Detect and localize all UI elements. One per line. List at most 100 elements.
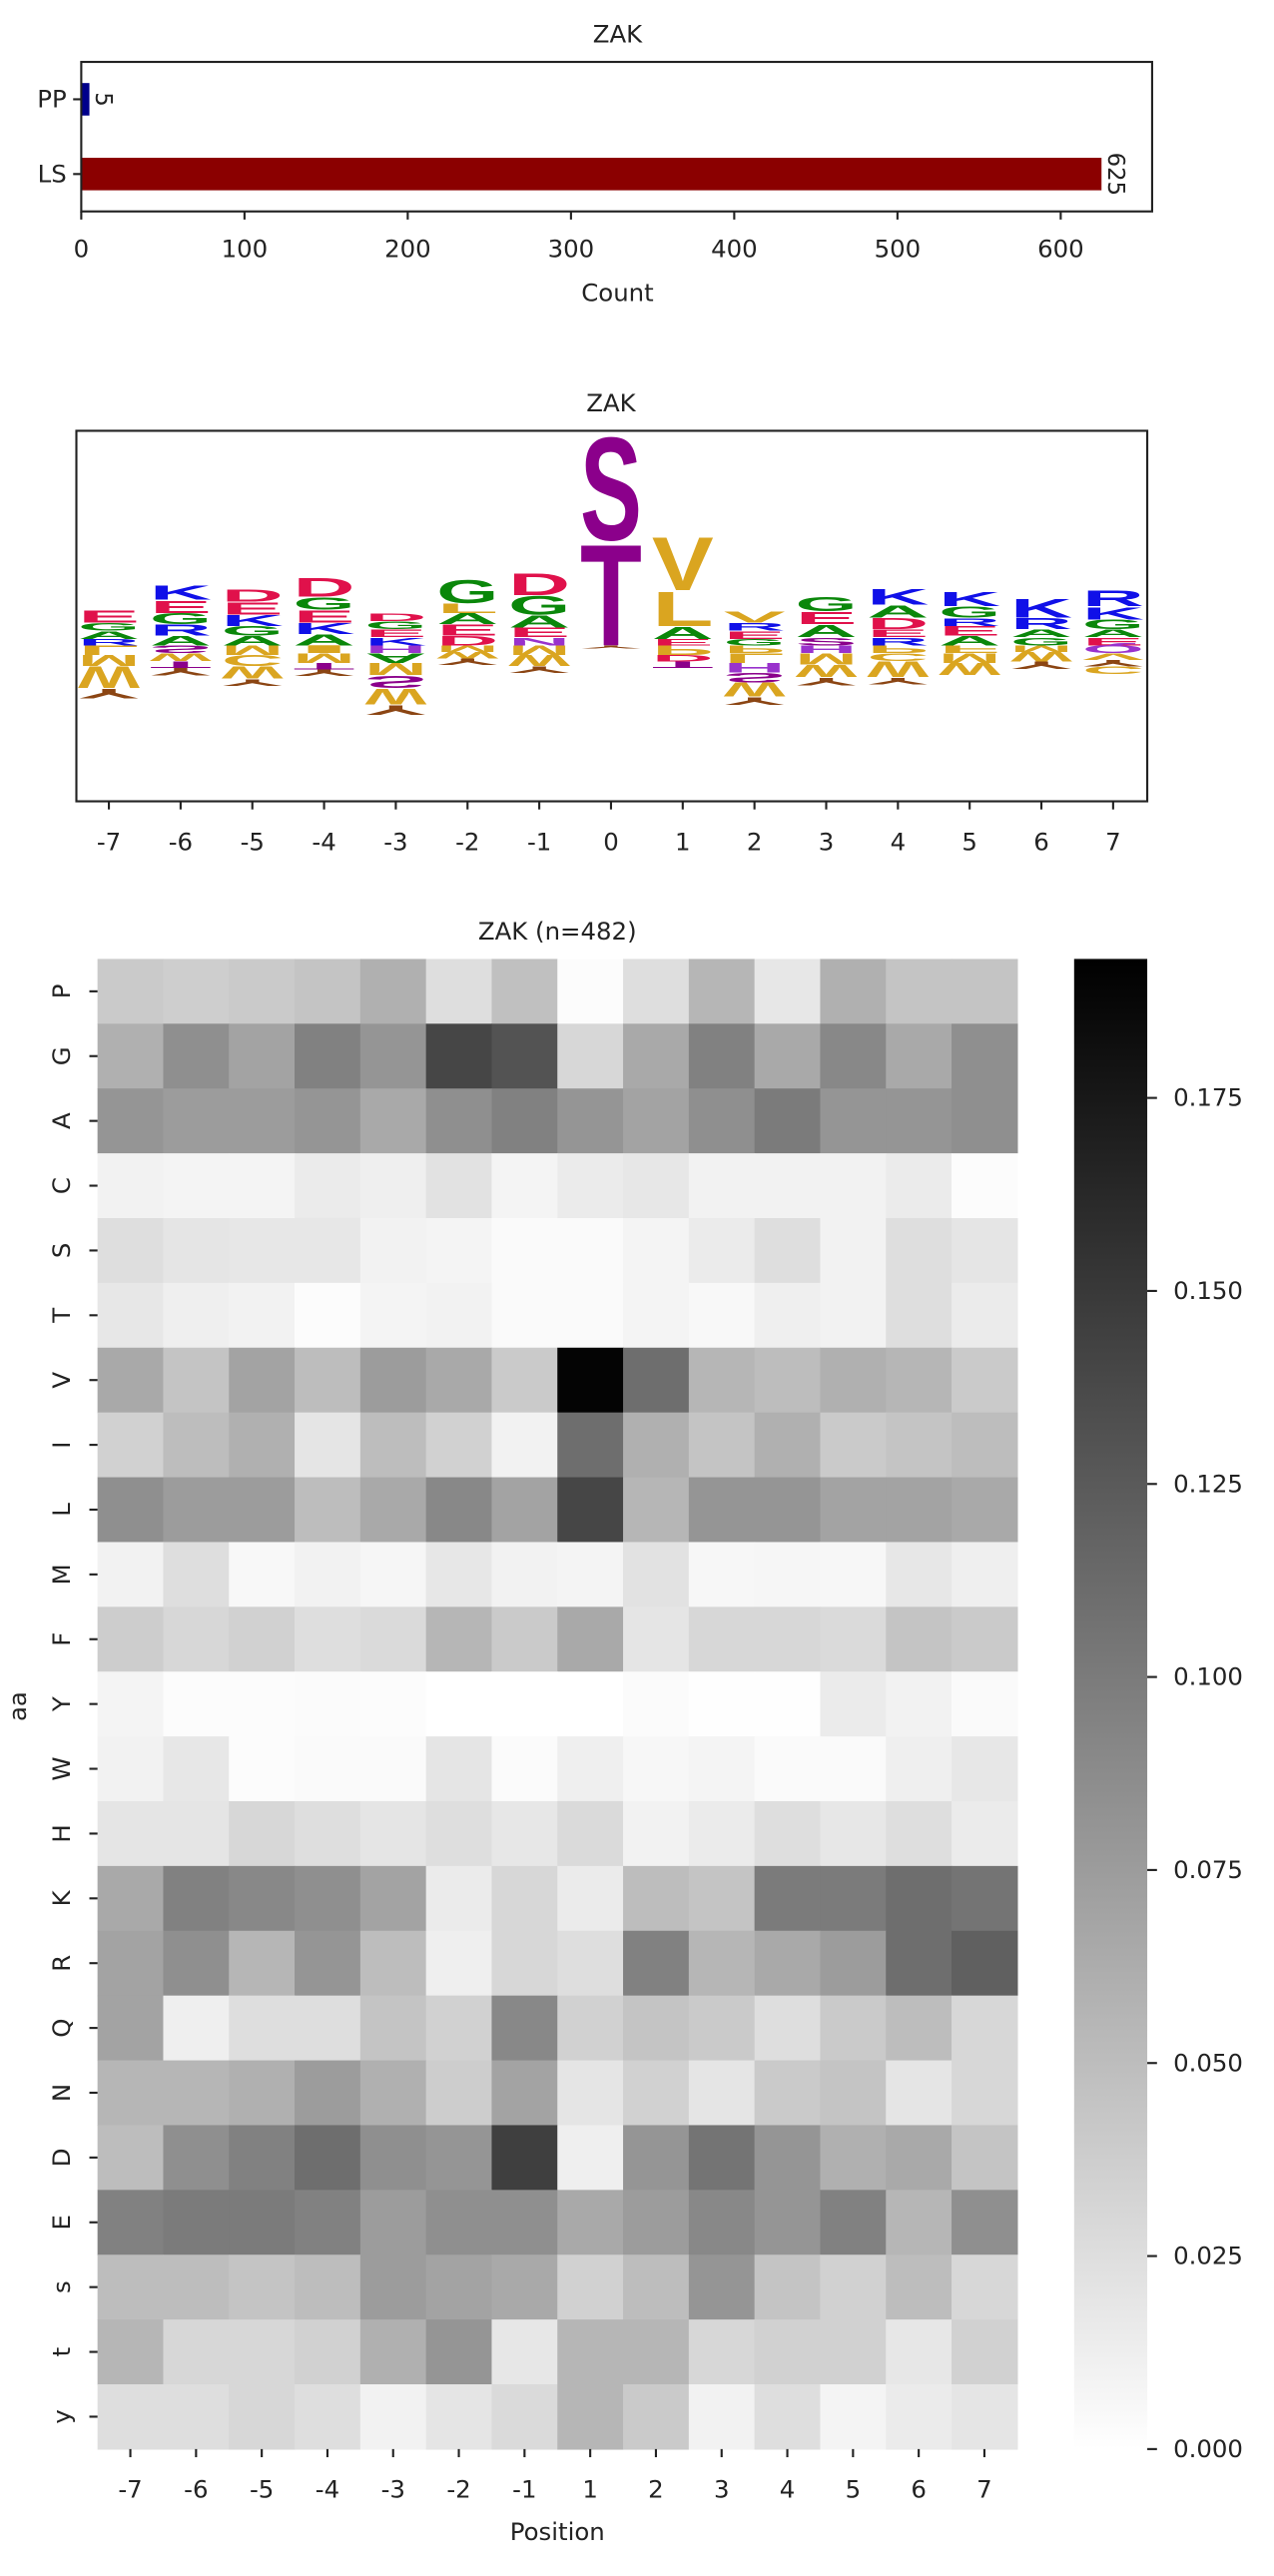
logo-letter: A: [1010, 627, 1072, 639]
heatmap-cell: [163, 1088, 230, 1154]
heatmap-cell: [97, 2190, 165, 2255]
heatmap-cell: [491, 1995, 558, 2062]
x-tick-label: -7: [97, 827, 121, 856]
colorbar-tick-label: 0.100: [1173, 1662, 1243, 1691]
heatmap-cell: [952, 2125, 1018, 2191]
heatmap-cell: [97, 2383, 165, 2450]
heatmap-cell: [359, 1995, 427, 2062]
heatmap-cell: [163, 1995, 230, 2062]
heatmap-cell: [886, 1995, 953, 2062]
logo-letter: M: [796, 650, 858, 667]
heatmap-cell: [557, 1088, 624, 1154]
heatmap-cell: [952, 1217, 1018, 1284]
heatmap-cell: [820, 1865, 887, 1932]
logo-letter: G: [508, 590, 570, 620]
heatmap-cell: [425, 1088, 493, 1154]
y-tick-label: D: [47, 2148, 76, 2167]
logo-letter: A: [436, 610, 498, 627]
heatmap-cell: [295, 1477, 361, 1544]
logo-letter: W: [365, 684, 427, 709]
heatmap-cell: [754, 1865, 822, 1932]
heatmap-cell: [491, 2319, 558, 2385]
y-tick-label: T: [47, 1308, 76, 1324]
x-tick-label: 0: [603, 827, 619, 856]
logo-letter: W: [724, 678, 786, 701]
heatmap-cell: [491, 1347, 558, 1414]
x-tick-label: -6: [169, 827, 193, 856]
heatmap-cell: [97, 2254, 165, 2320]
logo-letter: G: [724, 637, 786, 647]
heatmap-cell: [229, 2254, 296, 2320]
frame: [75, 429, 1149, 803]
heatmap-cell: [295, 1995, 361, 2062]
heatmap-cell: [425, 1023, 493, 1089]
heatmap-cell: [97, 959, 165, 1024]
heatmap-cell: [295, 2319, 361, 2385]
logo-letter: Y: [1082, 658, 1144, 668]
x-tick-label: 500: [875, 234, 922, 263]
heatmap-cell: [359, 1930, 427, 1997]
heatmap-cell: [229, 959, 296, 1024]
y-tick-label: y: [47, 2409, 76, 2423]
heatmap-cell: [820, 1800, 887, 1867]
heatmap-cell: [229, 1023, 296, 1089]
heatmap-cell: [163, 959, 230, 1024]
logo-letter: T: [652, 660, 714, 670]
heatmap-cell: [754, 1671, 822, 1737]
heatmap-cell: [557, 1607, 624, 1672]
logo-letter: H: [724, 660, 786, 675]
heatmap-cell: [952, 959, 1018, 1024]
heatmap-cell: [97, 1088, 165, 1154]
colorbar-tick-label: 0.050: [1173, 2048, 1243, 2077]
heatmap-cell: [754, 1217, 822, 1284]
heatmap-cell: [688, 1865, 756, 1932]
heatmap-cell: [886, 1607, 953, 1672]
heatmap-cell: [820, 1282, 887, 1349]
heatmap-cell: [623, 2060, 690, 2127]
logo-letter: Y: [78, 686, 140, 701]
logo-letter: M: [78, 652, 140, 669]
logo-letter: E: [939, 624, 1000, 639]
heatmap-cell: [163, 2383, 230, 2450]
heatmap-cell: [623, 1995, 690, 2062]
x-axis-label: Count: [581, 278, 653, 307]
heatmap-cell: [425, 2060, 493, 2127]
heatmap-cell: [491, 1023, 558, 1089]
heatmap-cell: [359, 1347, 427, 1414]
heatmap-cell: [688, 1800, 756, 1867]
logo-letter: W: [1010, 649, 1072, 664]
heatmap-cell: [754, 1153, 822, 1219]
heatmap-cell: [886, 1671, 953, 1737]
heatmap-cell: [886, 1800, 953, 1867]
heatmap-cell: [688, 1671, 756, 1737]
heatmap-cell: [820, 1930, 887, 1997]
logo-letter: A: [796, 621, 858, 641]
heatmap-cell: [623, 1930, 690, 1997]
heatmap-cell: [820, 1542, 887, 1608]
heatmap-cell: [425, 1412, 493, 1479]
logo-letter: K: [1010, 593, 1072, 623]
heatmap-cell: [425, 1930, 493, 1997]
logo-letter: C: [1082, 664, 1144, 676]
heatmap-cell: [491, 2383, 558, 2450]
colorbar-tick-label: 0.025: [1173, 2242, 1243, 2270]
logo-letter: E: [1082, 635, 1144, 647]
heatmap-cell: [359, 1865, 427, 1932]
colorbar: [1073, 959, 1148, 2449]
logo-letter: E: [365, 627, 427, 639]
logo-letter: Q: [1082, 643, 1144, 655]
heatmap-cell: [163, 1023, 230, 1089]
logo-letter: W: [436, 650, 499, 660]
logo-letter: R: [1082, 586, 1144, 611]
heatmap-cell: [754, 1088, 822, 1154]
x-tick-label: 0: [74, 234, 90, 263]
heatmap-cell: [295, 2060, 361, 2127]
heatmap-cell: [952, 1088, 1018, 1154]
heatmap-cell: [688, 1930, 756, 1997]
logo-letter: E: [150, 596, 212, 616]
heatmap-cell: [886, 1023, 953, 1089]
logo-letter: E: [724, 629, 786, 641]
heatmap-cell: [97, 1800, 165, 1867]
logo-letter: C: [867, 651, 929, 663]
